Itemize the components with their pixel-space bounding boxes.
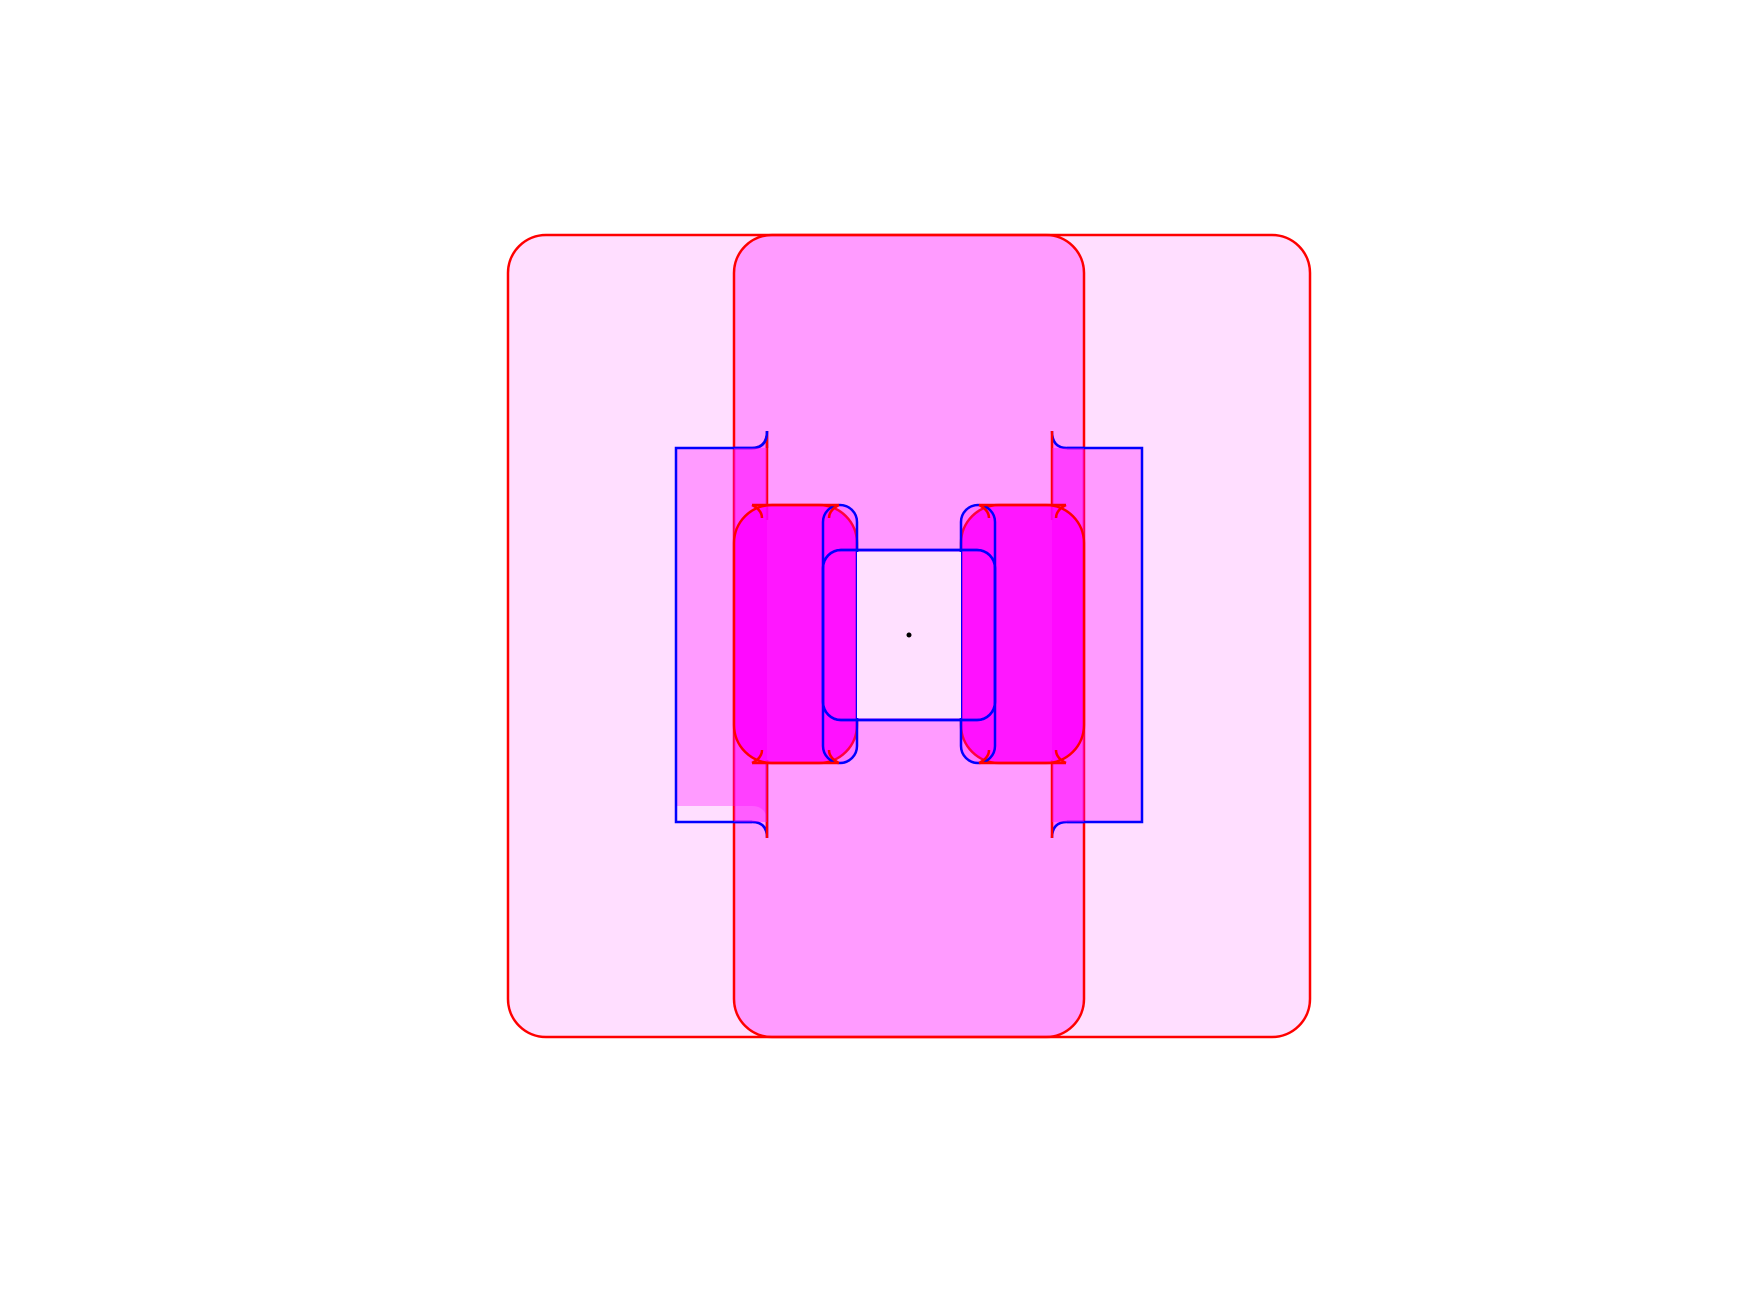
left-pad-bottom-edge [751, 749, 840, 765]
center-square-outline [821, 548, 997, 722]
center-point [906, 632, 912, 638]
left-bracket-top-curve-blue [734, 430, 769, 450]
right-pad-bottom-edge [978, 749, 1067, 765]
right-pad-top-edge [978, 503, 1067, 519]
left-pad-top-edge [751, 503, 840, 519]
right-bracket-outline [1067, 446, 1144, 824]
